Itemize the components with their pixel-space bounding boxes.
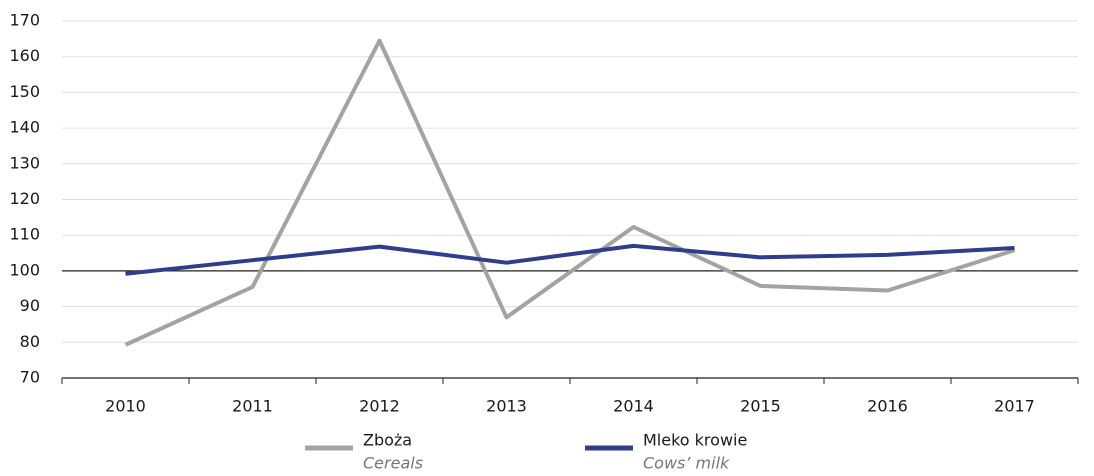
y-tick-label: 140 xyxy=(9,118,40,137)
x-tick-label: 2012 xyxy=(359,397,400,416)
y-tick-label: 130 xyxy=(9,153,40,172)
y-tick-label: 70 xyxy=(20,368,40,387)
x-tick-label: 2011 xyxy=(232,397,273,416)
x-tick-label: 2014 xyxy=(613,397,654,416)
legend-label: Mleko krowie xyxy=(643,431,747,450)
series-line xyxy=(125,243,1015,276)
x-tick-label: 2017 xyxy=(994,397,1035,416)
y-tick-label: 160 xyxy=(9,46,40,65)
x-tick-label: 2015 xyxy=(740,397,781,416)
y-tick-label: 110 xyxy=(9,225,40,244)
y-tick-label: 100 xyxy=(9,260,40,279)
y-tick-label: 150 xyxy=(9,82,40,101)
x-tick-label: 2013 xyxy=(486,397,527,416)
y-tick-label: 120 xyxy=(9,189,40,208)
y-tick-label: 80 xyxy=(20,332,40,351)
legend-label: Zboża xyxy=(363,431,412,450)
x-tick-label: 2016 xyxy=(867,397,908,416)
legend-label-en: Cows’ milk xyxy=(643,454,730,473)
legend-label-en: Cereals xyxy=(363,454,423,473)
y-tick-label: 170 xyxy=(9,11,40,30)
x-tick-label: 2010 xyxy=(105,397,146,416)
series-line xyxy=(124,38,1016,347)
y-tick-label: 90 xyxy=(20,296,40,315)
